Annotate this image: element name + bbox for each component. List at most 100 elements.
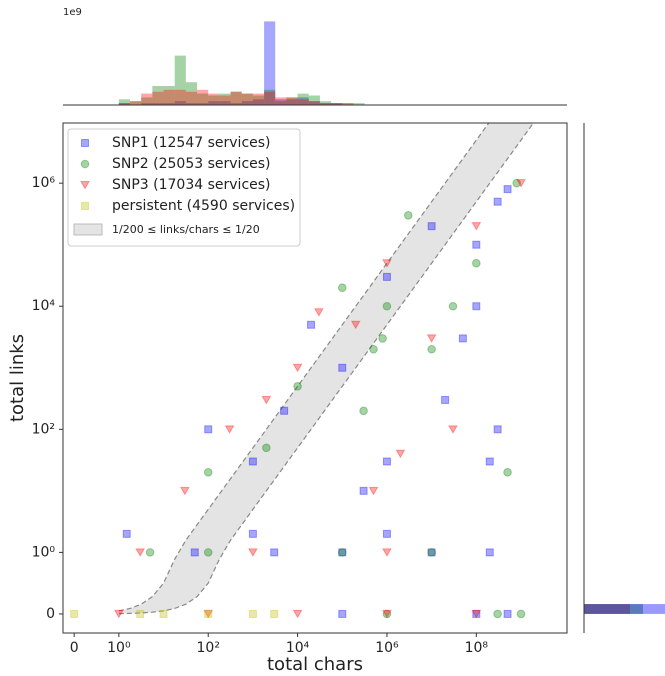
y-tick-label: 10⁰ xyxy=(32,544,56,560)
hist-bar xyxy=(297,97,309,105)
point xyxy=(338,363,347,372)
hist-bar xyxy=(308,95,320,105)
point xyxy=(471,609,482,619)
plot-area xyxy=(70,123,535,619)
y-tick-label: 10⁴ xyxy=(32,298,56,314)
hist-bar xyxy=(275,99,287,105)
hist-bar xyxy=(141,93,153,105)
point xyxy=(472,302,481,311)
point xyxy=(280,406,289,415)
hist-bar xyxy=(185,91,198,105)
hist-bar xyxy=(118,99,131,105)
hist-bar xyxy=(241,93,253,105)
point xyxy=(369,344,378,354)
hist-bar xyxy=(286,97,298,105)
point xyxy=(382,301,392,311)
point xyxy=(493,425,502,434)
point xyxy=(458,334,467,343)
point xyxy=(378,334,387,343)
point xyxy=(307,320,316,329)
point xyxy=(426,334,437,343)
hist-bar xyxy=(130,101,142,105)
point xyxy=(203,468,213,477)
hist-bar xyxy=(130,101,142,105)
hist-bar xyxy=(308,101,320,105)
x-tick-label: 10² xyxy=(197,640,220,656)
point xyxy=(382,272,391,281)
hist-bar xyxy=(584,604,665,614)
hist-bar xyxy=(331,103,343,105)
hist-bar xyxy=(331,103,343,105)
point xyxy=(382,548,392,557)
x-tick-label: 10⁶ xyxy=(375,640,399,656)
hist-bar xyxy=(286,99,298,105)
hist-bar xyxy=(584,604,643,614)
hist-bar xyxy=(118,103,131,105)
hist-bar xyxy=(208,95,220,105)
point xyxy=(350,320,361,330)
hist-bar xyxy=(584,604,630,614)
point xyxy=(337,283,347,293)
hist-bar xyxy=(230,103,242,105)
hist-bar xyxy=(219,93,231,105)
band-edge xyxy=(118,123,490,612)
point xyxy=(493,609,502,619)
hist-bar xyxy=(141,103,153,105)
point xyxy=(337,548,347,557)
point xyxy=(292,363,303,373)
hist-bar xyxy=(286,97,298,105)
legend-marker xyxy=(81,139,89,147)
y-tick-label: 0 xyxy=(46,606,55,622)
point xyxy=(441,395,450,404)
hist-bar xyxy=(241,101,253,105)
point xyxy=(248,457,257,466)
hist-bar xyxy=(264,89,276,105)
legend-label: SNP3 (17034 services) xyxy=(112,177,271,193)
hist-bar xyxy=(319,103,332,105)
point xyxy=(135,548,146,557)
x-axis-label: total chars xyxy=(267,654,363,675)
point xyxy=(427,548,436,557)
hist-bar xyxy=(185,82,198,105)
y-tick-label: 10² xyxy=(32,421,55,437)
hist-bar xyxy=(252,93,265,105)
point xyxy=(248,529,257,538)
legend-label: persistent (4590 services) xyxy=(112,198,295,214)
hist-bar xyxy=(252,99,265,105)
hist-bar xyxy=(152,86,164,105)
point xyxy=(503,468,512,477)
hist-bar xyxy=(163,89,175,105)
hist-bar xyxy=(252,95,265,105)
point xyxy=(248,548,258,557)
y-axis-label: total links xyxy=(7,334,28,422)
point xyxy=(203,609,214,619)
offset-label: 1e9 xyxy=(63,7,82,18)
point xyxy=(472,258,481,268)
point xyxy=(136,609,145,618)
point xyxy=(382,529,391,538)
hist-bar xyxy=(219,95,231,105)
hist-bar xyxy=(230,91,242,105)
hist-bar xyxy=(342,103,354,105)
point xyxy=(516,179,526,188)
point xyxy=(368,486,379,496)
hist-bar xyxy=(275,101,287,105)
hist-bar xyxy=(163,86,175,105)
hist-bar xyxy=(319,103,332,105)
band-edge xyxy=(118,123,535,615)
x-tick-label: 10⁴ xyxy=(286,640,310,656)
point xyxy=(292,609,303,619)
hist-bar xyxy=(163,103,175,105)
point xyxy=(203,548,213,557)
hist-bar xyxy=(174,101,186,105)
point xyxy=(261,395,272,405)
point xyxy=(293,382,302,391)
point xyxy=(338,609,347,618)
x-tick-label: 10⁸ xyxy=(465,640,489,656)
point xyxy=(485,548,494,557)
hist-bar xyxy=(353,103,365,105)
point xyxy=(359,486,368,495)
point xyxy=(427,222,436,231)
point xyxy=(145,548,155,557)
